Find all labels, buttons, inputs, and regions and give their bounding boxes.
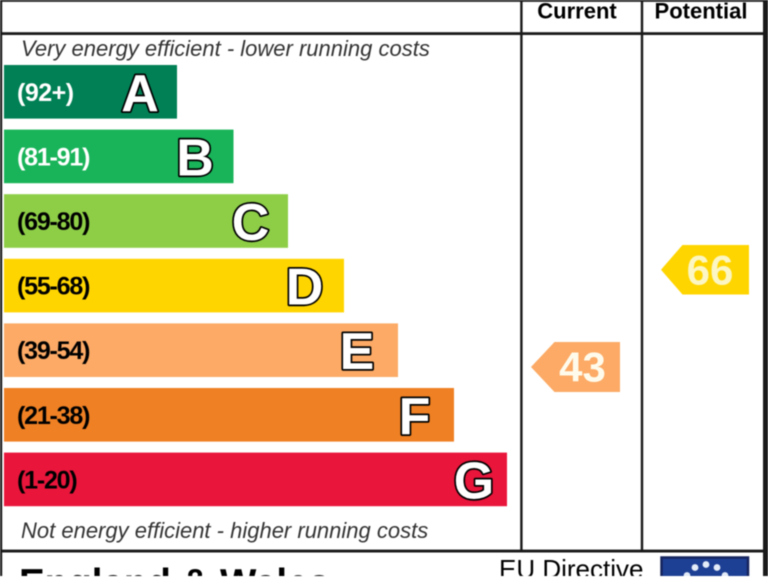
svg-text:(21-38): (21-38) — [17, 402, 90, 430]
svg-text:Not energy efficient - higher: Not energy efficient - higher running co… — [21, 518, 428, 543]
svg-text:G: G — [454, 452, 494, 510]
svg-text:EU Directive: EU Directive — [499, 554, 643, 576]
svg-text:(69-80): (69-80) — [17, 208, 90, 236]
svg-text:(55-68): (55-68) — [17, 273, 90, 301]
svg-text:C: C — [232, 194, 270, 252]
svg-text:(92+): (92+) — [17, 79, 74, 107]
svg-text:43: 43 — [559, 344, 606, 391]
svg-text:Potential: Potential — [655, 0, 748, 24]
svg-text:(39-54): (39-54) — [17, 337, 90, 365]
svg-text:E: E — [340, 323, 375, 381]
svg-text:England & Wales: England & Wales — [19, 562, 330, 576]
svg-text:D: D — [286, 259, 324, 317]
svg-text:(81-91): (81-91) — [17, 143, 90, 171]
svg-text:B: B — [176, 129, 214, 187]
svg-text:Current: Current — [537, 0, 617, 24]
svg-text:A: A — [121, 65, 159, 123]
svg-text:66: 66 — [687, 247, 734, 294]
svg-text:(1-20): (1-20) — [17, 466, 77, 494]
svg-text:F: F — [399, 388, 431, 446]
svg-text:Very energy efficient - lower: Very energy efficient - lower running co… — [21, 36, 430, 61]
